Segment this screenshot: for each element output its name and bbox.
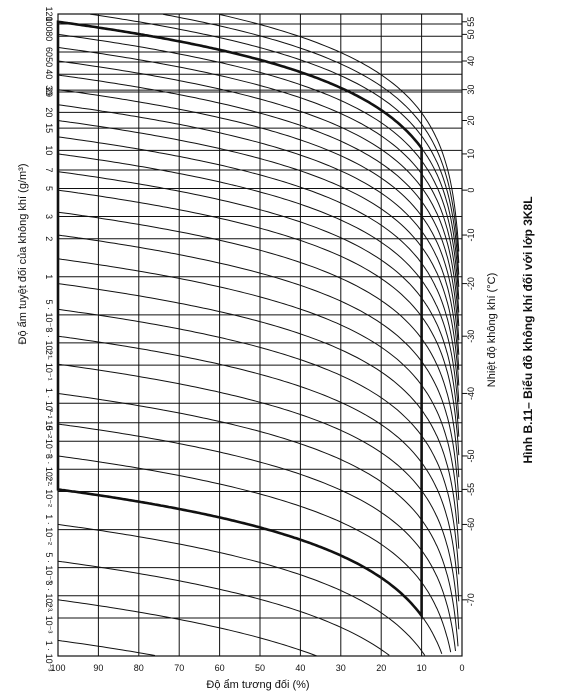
isotherm-60	[90, 13, 460, 275]
isotherm--50	[57, 455, 452, 653]
isotherm-30	[57, 89, 460, 355]
isotherm--75	[57, 639, 156, 656]
isotherm-55	[57, 21, 460, 287]
isotherm--35	[57, 363, 460, 630]
isotherm--45	[57, 423, 456, 652]
right-tick-label--55: -55	[466, 483, 476, 496]
left-tick-label-9: 15	[44, 123, 54, 133]
left-tick-label-22: 3 · 10⁻²	[44, 454, 54, 485]
isotherm--30	[57, 335, 460, 602]
left-tick-label-13: 3	[44, 214, 54, 219]
left-tick-label-0: 120	[44, 6, 54, 21]
left-tick-label-20: 7 · 10⁻²	[44, 407, 54, 438]
x-tick-label-80: 80	[134, 663, 144, 673]
isotherm--15	[57, 258, 460, 524]
left-tick-label-28: 1 · 10⁻³	[44, 641, 54, 672]
temperature-ticks: 55 50 40 30 20 10 0 -10 -20 -30 -40 -50 -55 -60 -70	[462, 17, 476, 606]
plot-area	[56, 13, 463, 657]
isotherm-5	[57, 171, 460, 437]
isotherm--65	[57, 560, 390, 656]
figure-caption: Hình B.11– Biểu đồ không khí đối với lớp…	[521, 196, 535, 463]
right-tick-label-10: 10	[466, 149, 476, 159]
isotherm-10	[57, 153, 460, 419]
right-tick-label-0: 0	[466, 188, 476, 193]
left-tick-label-16: 5 · 10⁻¹	[44, 300, 54, 331]
climatogram-boundary	[56, 20, 423, 620]
isotherm-0	[57, 189, 460, 456]
relative-humidity-ticks: 100 90 80 70 60 50 40 30 20 10 0	[50, 663, 464, 673]
left-tick-label-27: 2 · 10⁻³	[44, 603, 54, 634]
right-tick-label--10: -10	[466, 228, 476, 241]
x-tick-label-40: 40	[295, 663, 305, 673]
left-tick-label-19: 1 · 10⁻¹	[44, 388, 54, 419]
isotherm-15	[57, 136, 460, 402]
right-tick-label--30: -30	[466, 330, 476, 343]
left-tick-label-17: 3 · 10⁻¹	[44, 328, 54, 359]
x-axis-title: Độ ẩm tương đối (%)	[206, 679, 309, 691]
right-tick-label--50: -50	[466, 449, 476, 462]
left-tick-label-10: 10	[44, 145, 54, 155]
left-tick-label-7: 29	[44, 87, 54, 97]
right-tick-label-50: 50	[466, 29, 476, 39]
x-tick-label-30: 30	[336, 663, 346, 673]
left-tick-label-15: 1	[44, 274, 54, 279]
right-tick-label-30: 30	[466, 85, 476, 95]
right-tick-label--20: -20	[466, 277, 476, 290]
right-tick-label-55: 55	[466, 17, 476, 27]
x-tick-label-90: 90	[93, 663, 103, 673]
right-tick-label--60: -60	[466, 518, 476, 531]
left-axis-title: Độ ẩm tuyệt đối của không khí (g/m³)	[17, 164, 29, 345]
isotherm--20	[57, 283, 460, 549]
left-tick-label-2: 80	[44, 31, 54, 41]
left-tick-label-4: 50	[44, 57, 54, 67]
isotherm-35	[57, 74, 460, 341]
left-tick-label-18: 2 · 10⁻¹	[44, 350, 54, 381]
left-tick-label-21: 5 · 10⁻²	[44, 426, 54, 457]
isotherm-40	[57, 60, 460, 327]
left-tick-label-3: 60	[44, 47, 54, 57]
right-tick-label-20: 20	[466, 115, 476, 125]
left-tick-label-14: 2	[44, 236, 54, 241]
right-tick-label--40: -40	[466, 387, 476, 400]
isotherm--10	[57, 234, 460, 501]
x-tick-label-20: 20	[376, 663, 386, 673]
left-tick-label-6: 30	[44, 85, 54, 95]
isotherm-20	[57, 120, 460, 386]
right-axis-title: Nhiệt độ không khí (°C)	[486, 273, 498, 387]
isotherm-45	[57, 46, 460, 313]
left-tick-label-12: 5	[44, 186, 54, 191]
isotherm-70	[219, 14, 460, 252]
right-tick-label--70: -70	[466, 593, 476, 606]
left-tick-label-8: 20	[44, 107, 54, 117]
x-tick-label-50: 50	[255, 663, 265, 673]
x-tick-label-100: 100	[50, 663, 65, 673]
left-tick-label-25: 5 · 10⁻³	[44, 552, 54, 583]
left-tick-label-11: 7	[44, 167, 54, 172]
isotherm--60	[57, 523, 426, 656]
left-tick-label-1: 100	[44, 16, 54, 31]
isotherm--40	[57, 393, 459, 647]
isotherm--5	[57, 211, 460, 478]
right-tick-label-40: 40	[466, 56, 476, 66]
isotherm--25	[57, 308, 460, 575]
x-tick-label-10: 10	[417, 663, 427, 673]
isotherm-65	[162, 13, 460, 263]
left-tick-label-23: 2 · 10⁻²	[44, 476, 54, 507]
isotherm--70	[57, 599, 317, 657]
isotherm-25	[57, 104, 460, 370]
left-tick-label-5: 40	[44, 69, 54, 79]
x-tick-label-70: 70	[174, 663, 184, 673]
left-tick-label-24: 1 · 10⁻²	[44, 514, 54, 545]
left-tick-label-26: 3 · 10⁻³	[44, 580, 54, 611]
x-tick-label-60: 60	[215, 663, 225, 673]
x-tick-label-0: 0	[459, 663, 464, 673]
isotherm-50	[57, 33, 460, 300]
